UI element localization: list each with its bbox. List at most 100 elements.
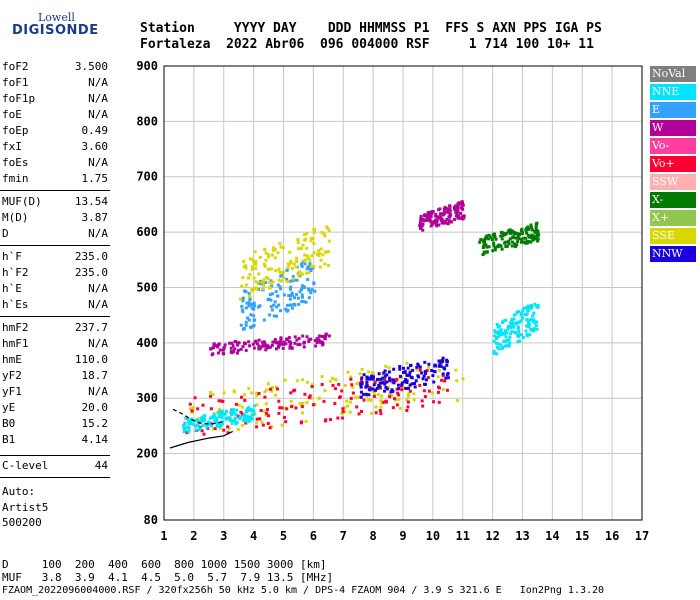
data-point — [487, 245, 491, 249]
data-point — [285, 407, 289, 411]
x-tick-label: 11 — [456, 529, 470, 543]
data-point — [246, 418, 250, 422]
data-point — [372, 394, 376, 398]
data-point — [413, 381, 417, 385]
data-point — [437, 223, 441, 227]
data-point — [509, 332, 513, 336]
data-point — [533, 236, 537, 240]
data-point — [415, 365, 419, 369]
data-point — [294, 265, 298, 269]
data-point — [300, 411, 304, 415]
data-point — [233, 340, 237, 344]
data-point — [310, 385, 314, 389]
data-point — [430, 391, 434, 395]
data-point — [524, 227, 528, 231]
data-point — [238, 417, 242, 421]
data-point — [388, 376, 392, 380]
data-point — [300, 405, 304, 409]
data-point — [214, 421, 218, 425]
data-point — [242, 289, 246, 293]
data-point — [217, 424, 221, 428]
data-point — [460, 215, 464, 219]
data-point — [300, 264, 304, 268]
param-value: N/A — [88, 385, 108, 398]
data-point — [511, 240, 515, 244]
data-point — [441, 219, 445, 223]
data-point — [234, 413, 238, 417]
data-point — [282, 276, 286, 280]
data-point — [355, 405, 359, 409]
data-point — [379, 405, 383, 409]
data-point — [354, 396, 358, 400]
data-point — [288, 344, 292, 348]
data-point — [295, 259, 299, 263]
data-point — [281, 346, 285, 350]
data-point — [232, 411, 236, 415]
data-point — [506, 324, 510, 328]
x-tick-label: 17 — [635, 529, 649, 543]
param-row-10: D N/A — [2, 227, 108, 243]
data-point — [444, 376, 448, 380]
data-point — [387, 370, 391, 374]
data-point — [309, 239, 313, 243]
data-point — [247, 340, 251, 344]
data-point — [455, 379, 459, 383]
data-point — [266, 277, 270, 281]
data-point — [298, 402, 302, 406]
data-point — [249, 416, 253, 420]
param-value: N/A — [88, 156, 108, 169]
data-point — [378, 381, 382, 385]
data-point — [307, 338, 311, 342]
data-point — [285, 279, 289, 283]
data-point — [276, 283, 280, 287]
data-point — [212, 412, 216, 416]
data-point — [218, 426, 222, 430]
param-value: 18.7 — [81, 369, 109, 382]
data-point — [229, 350, 233, 354]
data-point — [325, 225, 329, 229]
data-point — [408, 389, 412, 393]
data-point — [329, 417, 333, 421]
data-point — [514, 245, 518, 249]
data-point — [427, 362, 431, 366]
data-point — [309, 264, 313, 268]
data-point — [221, 348, 225, 352]
data-point — [255, 417, 259, 421]
data-point — [230, 411, 234, 415]
data-point — [331, 383, 335, 387]
data-point — [306, 380, 310, 384]
data-point — [261, 344, 265, 348]
data-point — [494, 330, 498, 334]
data-point — [323, 337, 327, 341]
data-point — [521, 240, 525, 244]
data-point — [423, 395, 427, 399]
trace-line — [169, 430, 233, 449]
data-point — [245, 301, 249, 305]
data-point — [305, 246, 309, 250]
legend-item-x: X+ — [650, 210, 696, 226]
data-point — [371, 377, 375, 381]
data-point — [286, 265, 290, 269]
data-point — [497, 347, 501, 351]
logo-lowell-text: Lowell — [38, 11, 75, 24]
data-point — [455, 214, 459, 218]
data-point — [277, 411, 281, 415]
data-point — [271, 248, 275, 252]
data-point — [516, 236, 520, 240]
data-point — [395, 403, 399, 407]
data-point — [222, 413, 226, 417]
data-point — [349, 377, 353, 381]
data-point — [320, 230, 324, 234]
data-point — [191, 406, 195, 410]
data-point — [494, 237, 498, 241]
data-point — [228, 341, 232, 345]
data-point — [393, 397, 397, 401]
data-point — [492, 241, 496, 245]
data-point — [189, 420, 193, 424]
data-point — [244, 320, 248, 324]
data-point — [527, 322, 531, 326]
data-point — [190, 409, 194, 413]
data-point — [239, 297, 243, 301]
data-point — [190, 410, 194, 414]
data-point — [383, 389, 387, 393]
